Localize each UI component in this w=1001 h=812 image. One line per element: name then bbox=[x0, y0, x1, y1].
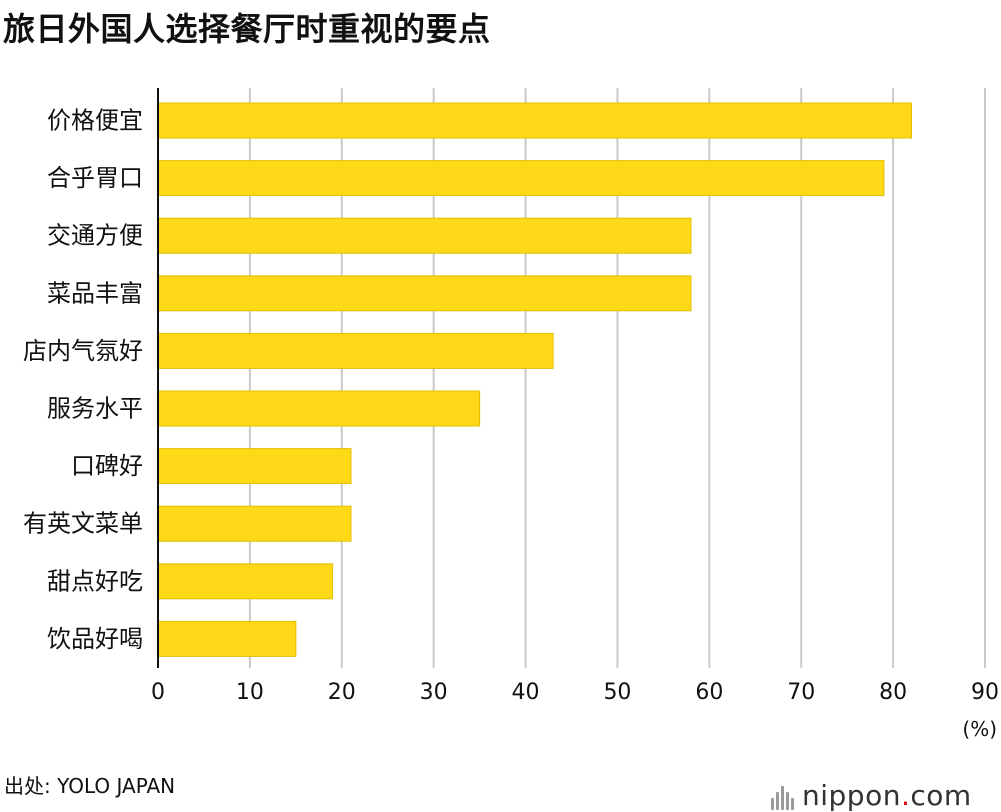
category-label: 口碑好 bbox=[71, 452, 143, 480]
category-label: 饮品好喝 bbox=[47, 625, 143, 653]
unit-label: (%) bbox=[962, 717, 997, 741]
bar bbox=[157, 505, 352, 542]
bar bbox=[157, 620, 297, 657]
bar bbox=[157, 275, 692, 312]
bar bbox=[157, 390, 481, 427]
logo-mark-icon bbox=[771, 786, 794, 810]
logo-dot: . bbox=[900, 779, 911, 812]
x-tick-label: 30 bbox=[420, 680, 448, 705]
x-axis-ticks: 0 10 20 30 40 50 60 70 80 90 bbox=[151, 680, 999, 705]
nippon-logo: nippon.com bbox=[771, 782, 972, 810]
category-label: 有英文菜单 bbox=[23, 510, 143, 538]
bar bbox=[157, 448, 352, 485]
bar bbox=[157, 160, 885, 197]
x-tick-label: 10 bbox=[236, 680, 264, 705]
category-label: 菜品丰富 bbox=[47, 279, 143, 307]
x-tick-label: 90 bbox=[971, 680, 999, 705]
bars bbox=[157, 102, 912, 657]
x-tick-label: 80 bbox=[879, 680, 907, 705]
bar bbox=[157, 332, 554, 369]
chart-title: 旅日外国人选择餐厅时重视的要点 bbox=[3, 10, 491, 48]
category-label: 合乎胃口 bbox=[47, 164, 143, 192]
x-tick-label: 0 bbox=[151, 680, 165, 705]
category-label: 店内气氛好 bbox=[23, 337, 143, 365]
category-label: 甜点好吃 bbox=[47, 567, 143, 595]
x-tick-label: 40 bbox=[512, 680, 540, 705]
bar bbox=[157, 217, 692, 254]
bar bbox=[157, 563, 334, 600]
x-tick-label: 60 bbox=[695, 680, 723, 705]
category-label: 服务水平 bbox=[47, 395, 143, 423]
logo-suffix: com bbox=[910, 779, 972, 812]
x-tick-label: 70 bbox=[787, 680, 815, 705]
category-label: 价格便宜 bbox=[47, 107, 143, 135]
logo-wordmark: nippon.com bbox=[802, 782, 972, 810]
x-tick-label: 20 bbox=[328, 680, 356, 705]
category-labels: 价格便宜合乎胃口交通方便菜品丰富店内气氛好服务水平口碑好有英文菜单甜点好吃饮品好… bbox=[23, 107, 143, 653]
x-tick-label: 50 bbox=[603, 680, 631, 705]
source-note: 出处: YOLO JAPAN bbox=[4, 774, 176, 798]
bar bbox=[157, 102, 912, 139]
category-label: 交通方便 bbox=[47, 222, 143, 250]
logo-name: nippon bbox=[802, 779, 901, 812]
